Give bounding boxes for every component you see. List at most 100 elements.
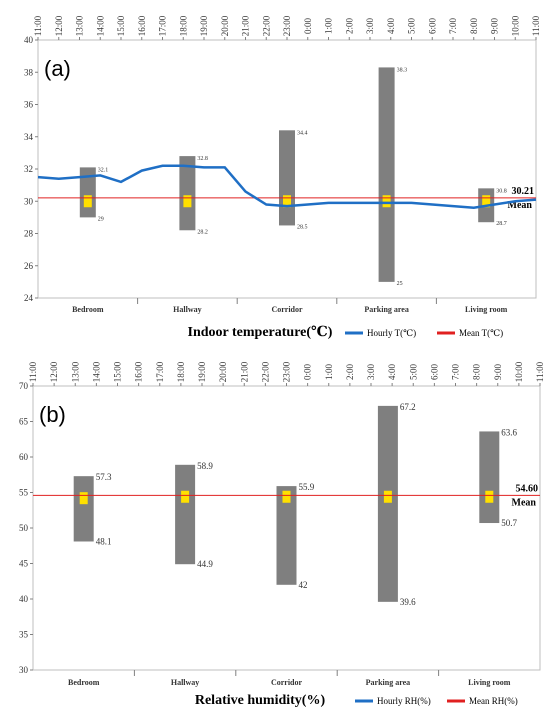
mean-marker	[181, 490, 190, 503]
min-label: 48.1	[96, 536, 112, 546]
time-tick-label: 9:00	[490, 18, 500, 35]
y-tick-label: 28	[24, 229, 34, 239]
mean-marker	[183, 195, 192, 208]
category-label: Corridor	[271, 678, 303, 687]
time-tick-label: 21:00	[239, 361, 249, 382]
time-tick-label: 16:00	[137, 15, 147, 36]
max-label: 58.9	[197, 461, 213, 471]
range-bar	[179, 156, 196, 231]
time-tick-label: 3:00	[366, 364, 376, 381]
time-tick-label: 16:00	[134, 361, 144, 382]
mean-marker	[382, 195, 391, 208]
time-tick-label: 18:00	[178, 15, 188, 36]
y-tick-label: 55	[19, 488, 29, 498]
range-bar	[479, 431, 500, 524]
category-label: Parking area	[366, 678, 411, 687]
time-tick-label: 1:00	[324, 18, 334, 35]
time-tick-label: 11:00	[33, 15, 43, 36]
category-label: Hallway	[171, 678, 199, 687]
time-tick-label: 22:00	[260, 361, 270, 382]
time-tick-label: 2:00	[344, 18, 354, 35]
time-tick-label: 7:00	[448, 18, 458, 35]
time-tick-label: 9:00	[493, 364, 503, 381]
time-tick-label: 3:00	[365, 18, 375, 35]
time-tick-label: 7:00	[451, 364, 461, 381]
y-tick-label: 70	[19, 381, 29, 391]
y-tick-label: 50	[19, 523, 29, 533]
y-tick-label: 30	[24, 196, 34, 206]
max-label: 32.1	[98, 167, 109, 173]
range-bar	[276, 486, 297, 585]
legend-label-mean: Mean RH(%)	[469, 696, 518, 706]
time-tick-label: 11:00	[531, 15, 541, 36]
time-tick-label: 20:00	[220, 15, 230, 36]
y-tick-label: 32	[24, 164, 33, 174]
min-label: 50.7	[501, 518, 517, 528]
category-label: Living room	[468, 678, 511, 687]
time-tick-label: 2:00	[345, 364, 355, 381]
mean-marker	[83, 195, 92, 208]
time-tick-label: 1:00	[324, 364, 334, 381]
min-label: 42	[299, 580, 308, 590]
time-tick-label: 5:00	[407, 18, 417, 35]
y-tick-label: 26	[24, 261, 34, 271]
time-tick-label: 6:00	[427, 18, 437, 35]
min-label: 39.6	[400, 597, 416, 607]
time-tick-label: 15:00	[116, 15, 126, 36]
time-tick-label: 11:00	[28, 361, 38, 382]
max-label: 57.3	[96, 472, 112, 482]
legend-label-mean: Mean T(℃)	[459, 328, 503, 338]
x-axis-title: Indoor temperature(℃)	[188, 325, 333, 340]
time-tick-label: 23:00	[282, 361, 292, 382]
time-tick-label: 13:00	[75, 15, 85, 36]
time-tick-label: 23:00	[282, 15, 292, 36]
y-tick-label: 34	[24, 132, 34, 142]
time-tick-label: 4:00	[386, 18, 396, 35]
y-tick-label: 38	[24, 67, 34, 77]
mean-value-label: 30.21	[512, 186, 535, 197]
y-tick-label: 40	[24, 35, 34, 45]
min-label: 25	[397, 281, 403, 287]
min-label: 44.9	[197, 559, 213, 569]
time-tick-label: 10:00	[514, 361, 524, 382]
mean-marker	[283, 195, 291, 208]
panel-a: 24 26 28 30 32 34 36 38 40 Bedroom Hallway Corridor…	[24, 15, 541, 340]
mean-text-label: Mean	[508, 200, 533, 211]
time-tick-label: 14:00	[91, 361, 101, 382]
mean-value-label: 54.60	[516, 483, 539, 494]
range-bar	[175, 464, 196, 565]
time-tick-label: 22:00	[261, 15, 271, 36]
max-label: 30.8	[496, 188, 507, 194]
time-tick-label: 5:00	[408, 364, 418, 381]
max-label: 32.8	[197, 156, 208, 162]
time-tick-label: 15:00	[113, 361, 123, 382]
y-tick-label: 65	[19, 417, 29, 427]
category-label: Bedroom	[68, 678, 100, 687]
min-label: 28.5	[297, 224, 308, 230]
mean-marker	[79, 492, 88, 505]
range-bar	[279, 130, 295, 226]
range-bar	[73, 476, 94, 542]
time-tick-label: 11:00	[535, 361, 545, 382]
category-label: Bedroom	[72, 305, 104, 314]
y-tick-label: 60	[19, 452, 29, 462]
time-tick-label: 21:00	[241, 15, 251, 36]
y-tick-label: 36	[24, 100, 34, 110]
time-tick-label: 0:00	[303, 18, 313, 35]
category-label: Parking area	[364, 305, 409, 314]
min-label: 28.2	[197, 229, 208, 235]
time-tick-label: 0:00	[303, 364, 313, 381]
hourly-series-line	[37, 164, 537, 209]
y-tick-label: 30	[19, 665, 29, 675]
range-bar	[377, 405, 398, 602]
category-label: Living room	[465, 305, 508, 314]
time-tick-label: 19:00	[197, 361, 207, 382]
max-label: 67.2	[400, 402, 416, 412]
time-tick-label: 10:00	[510, 15, 520, 36]
mean-marker	[482, 195, 491, 208]
time-tick-label: 6:00	[429, 364, 439, 381]
panel-label: (a)	[44, 56, 71, 81]
y-tick-label: 35	[19, 630, 29, 640]
y-tick-label: 40	[19, 594, 29, 604]
